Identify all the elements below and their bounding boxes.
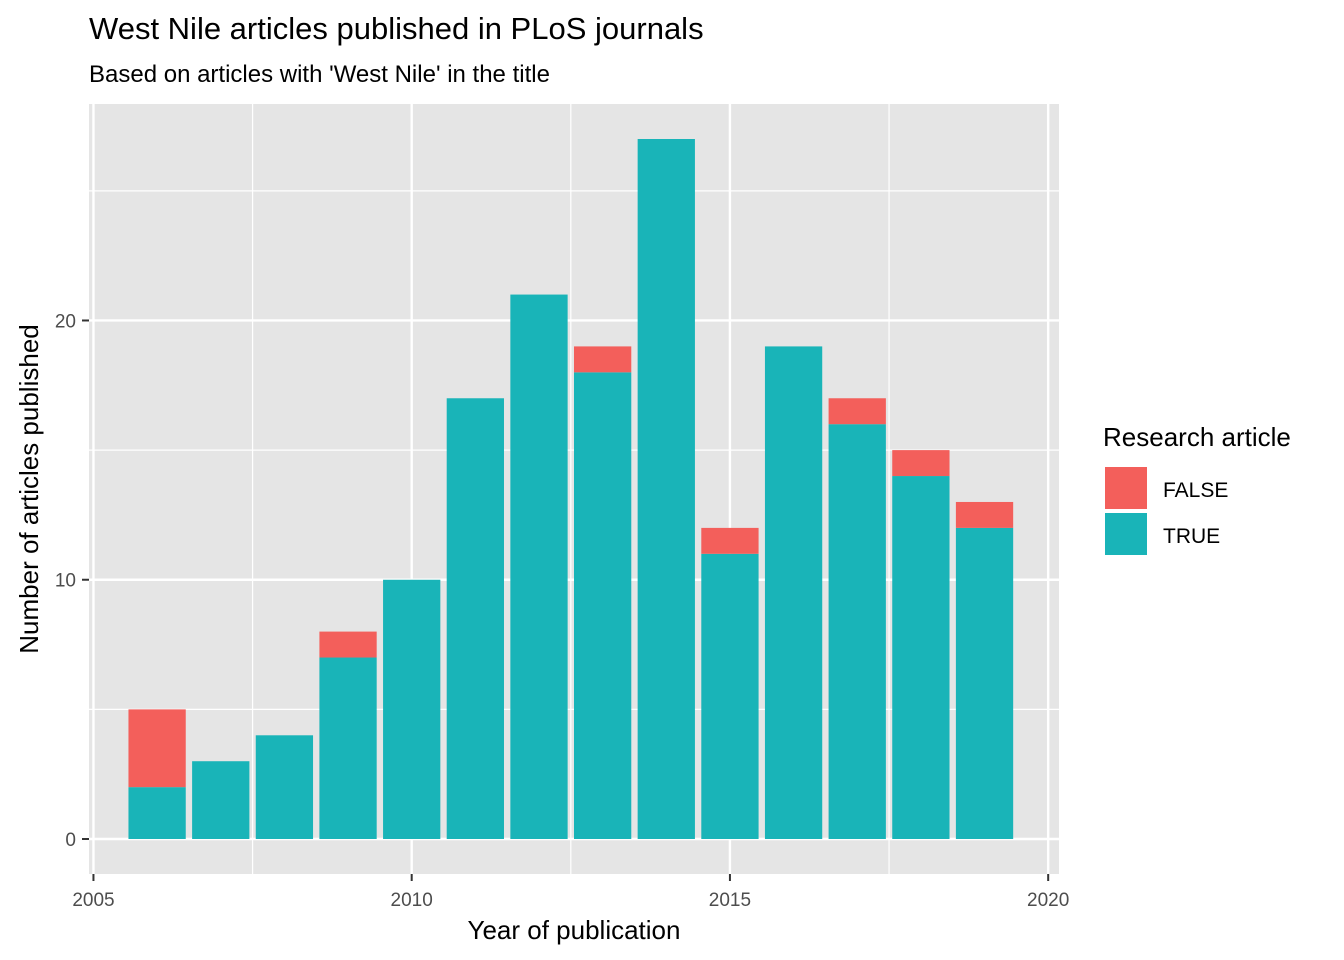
bar-false-2009 <box>319 631 377 658</box>
bar-false-2017 <box>828 398 886 425</box>
bar-true-2007 <box>192 761 250 839</box>
bar-true-2009 <box>319 657 377 839</box>
x-tick-label: 2020 <box>1027 890 1069 911</box>
bar-true-2012 <box>510 294 568 839</box>
bar-true-2010 <box>383 579 441 839</box>
legend-key-false <box>1105 467 1147 509</box>
legend: Research article FALSE TRUE <box>1103 422 1291 555</box>
x-tick-label: 2015 <box>709 890 751 911</box>
bar-false-2013 <box>574 346 632 373</box>
chart-title: West Nile articles published in PLoS jou… <box>89 11 704 46</box>
bars <box>128 139 1014 839</box>
bar-true-2018 <box>892 476 950 839</box>
bar-true-2017 <box>828 424 886 839</box>
bar-true-2006 <box>128 787 186 839</box>
legend-key-true <box>1105 513 1147 555</box>
y-tick-label: 10 <box>55 571 76 592</box>
x-tick-label: 2010 <box>391 890 433 911</box>
y-axis-title: Number of articles published <box>14 324 44 654</box>
bar-true-2015 <box>701 553 759 839</box>
axes: 0 10 20 2005 2010 2015 2020 <box>55 311 1069 911</box>
legend-label-false: FALSE <box>1163 479 1228 502</box>
bar-true-2008 <box>255 735 314 839</box>
x-tick-label: 2005 <box>72 890 114 911</box>
bar-false-2015 <box>701 527 759 554</box>
bar-true-2013 <box>574 372 632 839</box>
y-tick-label: 20 <box>55 311 76 332</box>
y-tick-label: 0 <box>65 830 76 851</box>
chart-subtitle: Based on articles with 'West Nile' in th… <box>89 61 550 88</box>
legend-title: Research article <box>1103 422 1291 452</box>
bar-true-2016 <box>764 346 823 839</box>
bar-true-2011 <box>446 398 504 839</box>
bar-true-2019 <box>955 527 1014 839</box>
bar-true-2014 <box>637 139 695 839</box>
x-axis-title: Year of publication <box>468 915 681 945</box>
legend-label-true: TRUE <box>1163 525 1220 548</box>
bar-false-2018 <box>892 450 950 477</box>
bar-false-2006 <box>128 709 186 788</box>
bar-false-2019 <box>955 501 1014 528</box>
